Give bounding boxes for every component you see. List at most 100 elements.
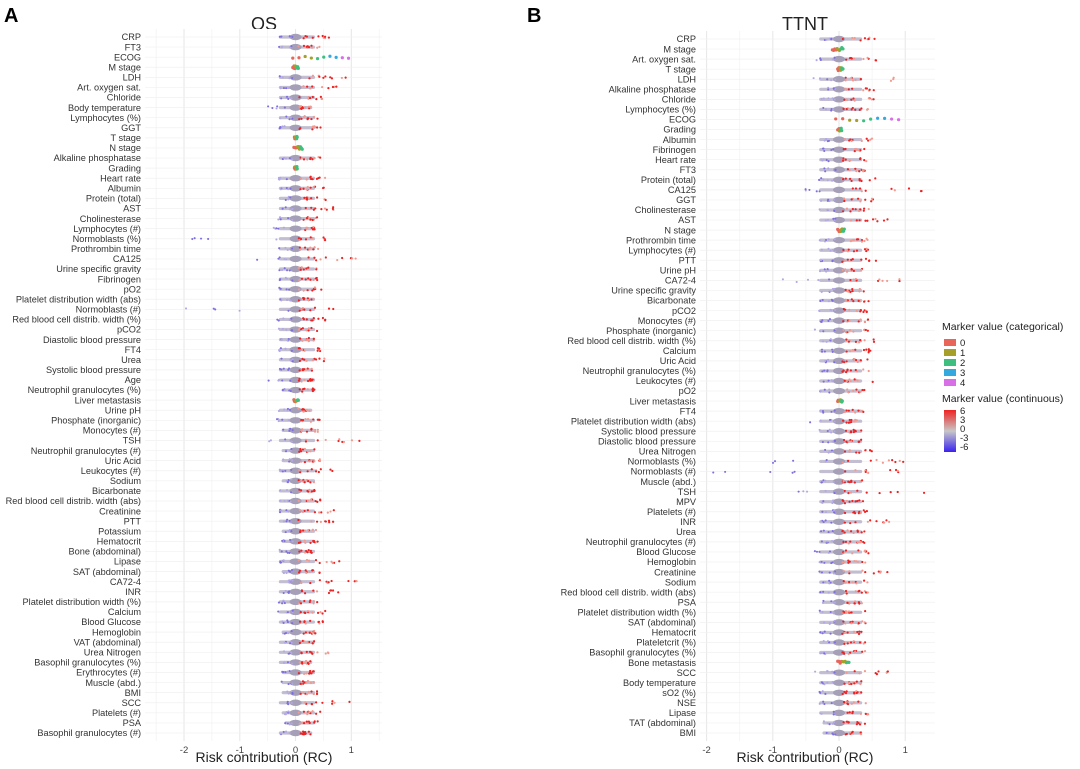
data-point bbox=[845, 338, 848, 341]
data-point bbox=[875, 458, 878, 462]
data-point bbox=[867, 207, 870, 211]
data-point bbox=[284, 157, 288, 160]
data-point bbox=[860, 531, 863, 534]
data-point bbox=[288, 367, 291, 370]
y-tick-label: Red blood cell distrib. width (%) bbox=[567, 336, 696, 346]
data-point bbox=[818, 428, 821, 431]
feature-row bbox=[819, 498, 865, 505]
data-point bbox=[825, 270, 828, 273]
data-point bbox=[867, 471, 870, 474]
data-point bbox=[304, 338, 307, 342]
data-point bbox=[883, 116, 887, 120]
data-point bbox=[829, 610, 832, 614]
data-point bbox=[869, 117, 873, 121]
data-point bbox=[823, 561, 826, 564]
data-point bbox=[854, 147, 858, 151]
data-point bbox=[854, 469, 857, 472]
data-point bbox=[279, 347, 282, 350]
data-point bbox=[858, 170, 861, 173]
data-point bbox=[827, 732, 830, 735]
data-point bbox=[329, 468, 332, 471]
data-point bbox=[833, 439, 837, 442]
y-tick-label: Urine pH bbox=[660, 266, 696, 276]
data-point bbox=[852, 97, 855, 100]
data-point bbox=[825, 540, 829, 543]
y-tick-label: Platelet distribution width (abs) bbox=[571, 416, 696, 426]
data-point bbox=[319, 611, 322, 614]
density-core bbox=[833, 317, 846, 324]
y-tick-label: Fibrinogen bbox=[98, 274, 141, 284]
data-point bbox=[824, 511, 828, 514]
data-point bbox=[318, 579, 321, 582]
data-point bbox=[842, 197, 846, 200]
data-point bbox=[331, 469, 334, 473]
data-point bbox=[302, 44, 306, 48]
data-point bbox=[848, 731, 852, 734]
data-point bbox=[833, 361, 836, 364]
data-point bbox=[857, 632, 861, 636]
data-point bbox=[852, 701, 856, 704]
data-point bbox=[314, 470, 318, 473]
y-tick-label: Urine pH bbox=[105, 405, 141, 415]
data-point bbox=[867, 351, 870, 354]
data-point bbox=[856, 630, 859, 634]
data-point bbox=[859, 682, 862, 686]
data-point bbox=[845, 671, 848, 674]
data-point bbox=[318, 458, 321, 461]
data-point bbox=[285, 572, 288, 575]
density-core bbox=[289, 175, 302, 182]
data-point bbox=[328, 54, 332, 58]
data-point bbox=[311, 289, 314, 292]
data-point bbox=[826, 199, 829, 202]
data-point bbox=[318, 176, 321, 179]
data-point bbox=[824, 489, 827, 492]
feature-row bbox=[819, 438, 863, 445]
data-point bbox=[845, 409, 848, 412]
data-point bbox=[319, 126, 322, 129]
data-point bbox=[331, 207, 335, 210]
data-point bbox=[863, 320, 867, 324]
density-core bbox=[833, 669, 846, 676]
density-core bbox=[289, 326, 302, 333]
data-point bbox=[282, 572, 285, 575]
feature-row bbox=[819, 639, 867, 646]
feature-row bbox=[819, 106, 869, 113]
data-point bbox=[859, 157, 862, 161]
data-point bbox=[340, 56, 344, 60]
feature-row bbox=[278, 84, 338, 91]
data-point bbox=[849, 491, 853, 494]
data-point bbox=[307, 730, 310, 733]
data-point bbox=[853, 682, 856, 685]
feature-row bbox=[277, 608, 327, 616]
data-point bbox=[868, 88, 871, 91]
data-point bbox=[855, 118, 859, 123]
data-point bbox=[848, 570, 851, 573]
data-point bbox=[355, 580, 358, 583]
y-tick-label: AST bbox=[123, 204, 141, 214]
density-core bbox=[833, 186, 846, 194]
data-point bbox=[278, 75, 281, 78]
data-point bbox=[854, 277, 857, 281]
data-point bbox=[308, 488, 311, 491]
data-point bbox=[809, 421, 812, 424]
data-point bbox=[855, 451, 858, 454]
data-point bbox=[312, 600, 315, 603]
data-point bbox=[858, 672, 861, 675]
data-point bbox=[842, 651, 845, 654]
data-point bbox=[853, 600, 857, 603]
data-point bbox=[830, 309, 833, 312]
data-point bbox=[842, 159, 845, 162]
feature-row bbox=[278, 285, 323, 293]
data-point bbox=[312, 602, 315, 605]
data-point bbox=[321, 316, 325, 320]
data-point bbox=[865, 160, 868, 163]
data-point bbox=[310, 427, 313, 430]
feature-row bbox=[281, 528, 318, 535]
data-point bbox=[857, 440, 860, 444]
y-tick-label: Basophil granulocytes (%) bbox=[34, 658, 141, 668]
data-point bbox=[826, 78, 829, 81]
data-point bbox=[305, 368, 308, 371]
data-point bbox=[867, 348, 870, 351]
data-point bbox=[278, 45, 281, 48]
